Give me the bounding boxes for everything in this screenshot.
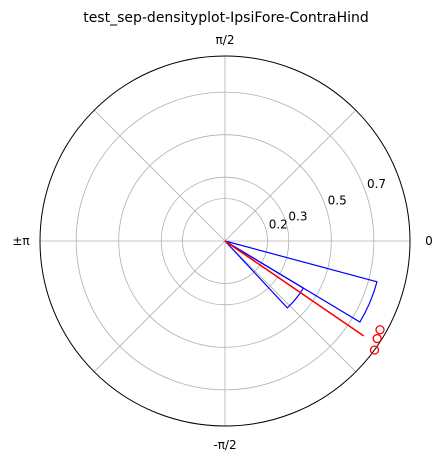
- radial-gridline: [75, 91, 375, 391]
- radial-tick-label: 0.2: [269, 218, 288, 232]
- angular-gridline: [93, 109, 226, 242]
- angle-label-bottom: -π/2: [213, 438, 236, 452]
- angle-label-top: π/2: [216, 33, 235, 47]
- radial-gridline: [160, 176, 290, 306]
- radial-tick-label: 0.7: [367, 177, 386, 191]
- mean-vector-layer: [224, 240, 365, 337]
- data-point: [372, 333, 382, 344]
- angle-label-left: ±π: [12, 234, 29, 248]
- polar-outline: [39, 55, 411, 427]
- polar-grid: [39, 55, 411, 427]
- radial-tick-labels: 0.20.3 0.5 0.7: [269, 177, 386, 232]
- radial-gridline: [182, 198, 268, 284]
- density-bins: [224, 240, 378, 323]
- angle-label-right: 0: [425, 234, 433, 248]
- data-point: [375, 325, 385, 335]
- chart-title: test_sep-densityplot-IpsiFore-ContraHind: [83, 10, 369, 26]
- data-points: [369, 325, 385, 355]
- radial-tick-label: 0.5: [328, 193, 347, 207]
- radial-gridline: [118, 134, 332, 348]
- radial-tick-label: 0.3: [288, 210, 307, 224]
- angular-gridline: [93, 240, 226, 373]
- density-bin: [224, 240, 378, 323]
- angular-gridline: [224, 109, 357, 242]
- mean-vector: [224, 240, 365, 337]
- data-point: [369, 345, 380, 355]
- density-bin: [224, 240, 305, 309]
- angular-gridline: [224, 240, 357, 373]
